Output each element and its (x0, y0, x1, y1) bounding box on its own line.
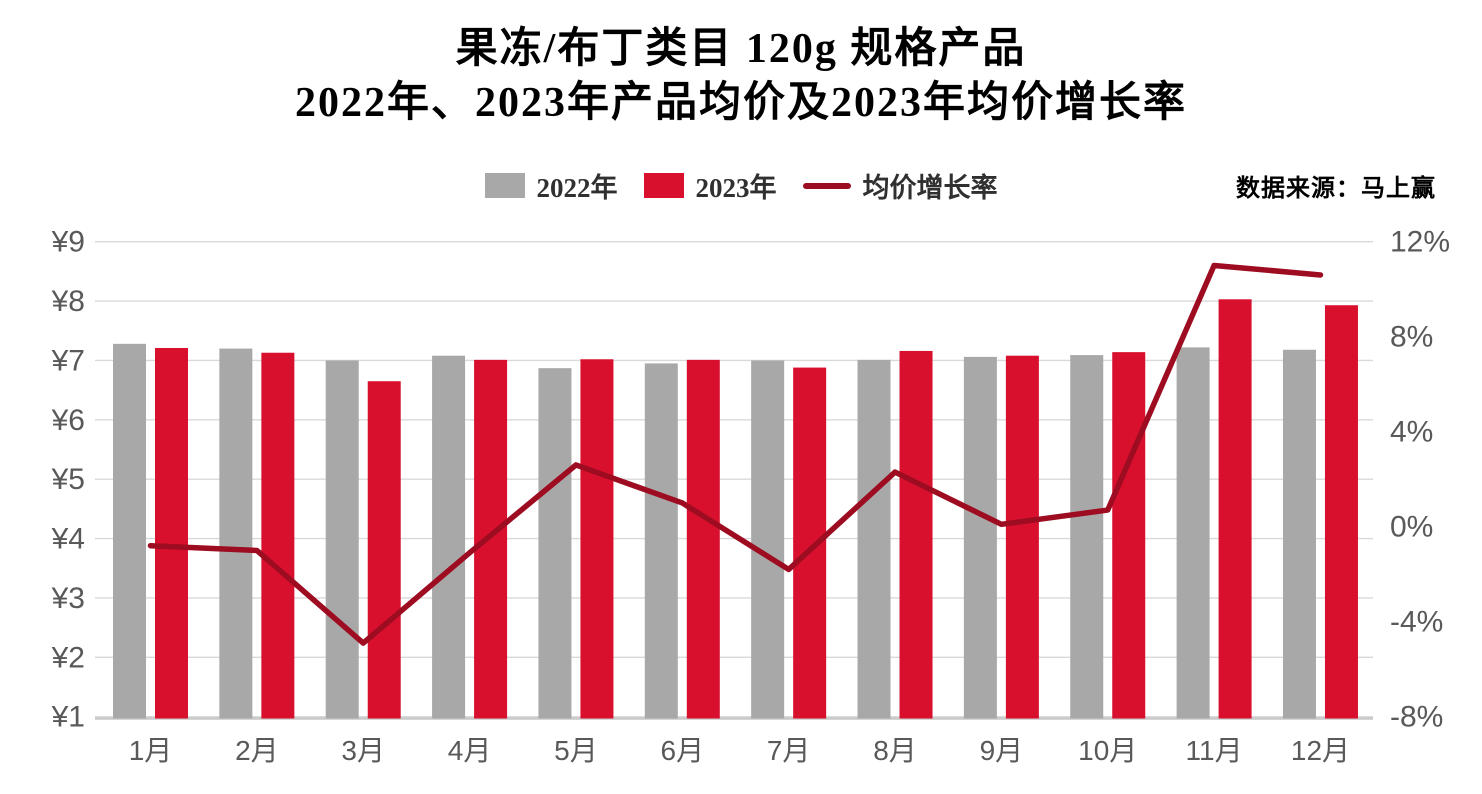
bar-2022年-2月 (219, 348, 253, 719)
right-axis-label: 4% (1390, 416, 1433, 449)
bar-2023年-11月 (1218, 299, 1252, 719)
bar-2023年-6月 (686, 359, 720, 719)
left-axis-label: ¥8 (51, 285, 85, 318)
bar-2023年-8月 (899, 350, 933, 719)
bar-2023年-2月 (261, 352, 295, 719)
bar-2022年-3月 (325, 360, 359, 719)
right-axis-label: 8% (1390, 321, 1433, 354)
legend-label-growth-rate: 均价增长率 (862, 173, 998, 203)
data-source-note: 数据来源：马上赢 (1236, 176, 1436, 202)
bar-2022年-7月 (751, 360, 785, 719)
bar-2022年-11月 (1176, 347, 1210, 719)
left-axis-label: ¥9 (51, 226, 85, 259)
left-axis-label: ¥6 (51, 404, 85, 437)
legend-swatch-2022-icon (484, 173, 525, 198)
bar-2022年-5月 (538, 368, 572, 719)
x-axis-label: 11月 (1186, 735, 1243, 766)
bar-2022年-4月 (432, 355, 466, 719)
x-axis-label: 10月 (1078, 735, 1137, 766)
right-axis-label: -8% (1390, 701, 1443, 734)
chart-title: 果冻/布丁类目 120g 规格产品 2022年、2023年产品均价及2023年均… (0, 22, 1482, 130)
right-axis-label: 0% (1390, 511, 1433, 544)
right-axis-label: 12% (1390, 226, 1450, 259)
left-axis-label: ¥5 (51, 463, 85, 496)
bar-2022年-12月 (1282, 349, 1316, 719)
x-axis-label: 6月 (661, 735, 705, 766)
legend-label-2023: 2023年 (695, 173, 777, 203)
bar-2022年-1月 (113, 343, 146, 719)
bar-2023年-10月 (1112, 352, 1146, 719)
legend-label-2022: 2022年 (536, 173, 618, 203)
x-axis-label: 5月 (554, 735, 598, 766)
right-axis-label: -4% (1390, 606, 1443, 639)
chart-title-line1: 果冻/布丁类目 120g 规格产品 (455, 26, 1027, 72)
x-axis-label: 2月 (235, 735, 279, 766)
left-axis-label: ¥3 (51, 582, 85, 615)
x-axis-label: 3月 (341, 735, 385, 766)
bar-2022年-9月 (963, 356, 997, 719)
bar-2023年-4月 (474, 359, 508, 719)
x-axis-label: 8月 (873, 735, 917, 766)
chart-title-line2: 2022年、2023年产品均价及2023年均价增长率 (294, 80, 1187, 126)
x-axis-label: 12月 (1291, 735, 1350, 766)
bar-2023年-5月 (580, 359, 614, 719)
bar-2023年-12月 (1324, 305, 1358, 719)
legend-item-2022: 2022年 (484, 166, 618, 205)
legend-swatch-2023-icon (643, 173, 684, 198)
left-axis-label: ¥4 (51, 523, 85, 556)
left-axis-label: ¥2 (51, 641, 85, 674)
left-axis-label: ¥7 (51, 344, 85, 377)
bar-2022年-8月 (857, 359, 891, 719)
bar-2023年-1月 (155, 347, 188, 719)
legend-item-growth-rate: 均价增长率 (802, 166, 998, 205)
x-axis-label: 7月 (767, 735, 811, 766)
bar-2022年-10月 (1070, 355, 1104, 719)
bar-2023年-9月 (1005, 355, 1039, 719)
legend-line-growth-icon (802, 182, 851, 189)
x-axis-label: 1月 (129, 735, 173, 766)
x-axis-label: 9月 (980, 735, 1024, 766)
bar-2023年-3月 (367, 381, 401, 719)
legend-item-2023: 2023年 (643, 166, 777, 205)
left-axis-label: ¥1 (51, 701, 85, 734)
bar-2022年-6月 (644, 363, 678, 719)
growth-rate-line (147, 262, 1324, 646)
x-axis-label: 4月 (448, 735, 492, 766)
chart-legend: 2022年 2023年 均价增长率 (0, 166, 1482, 205)
